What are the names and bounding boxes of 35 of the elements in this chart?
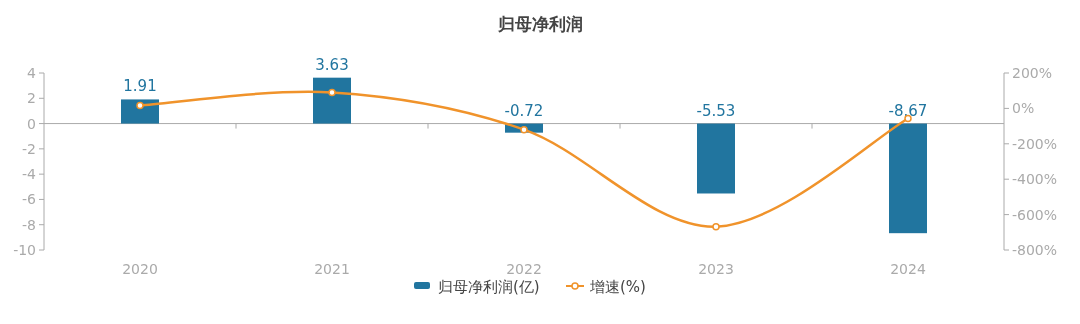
y-tick-label: -10 [13,242,36,258]
bar [697,123,735,194]
bar [313,77,351,124]
y-tick-label: 2 [27,90,36,107]
y2-tick-label: 0% [1012,100,1035,117]
y-tick-label: -8 [22,216,36,233]
x-tick-label: 2024 [890,261,926,277]
data-label: -5.53 [696,101,736,120]
data-label: 1.91 [123,77,157,96]
point [712,222,720,231]
data-label: -8.67 [888,101,928,120]
point [520,125,528,134]
y2-tick-label: -800% [1012,242,1058,258]
bar [889,123,927,234]
y2-tick-label: -200% [1012,135,1058,152]
x-tick-label: 2020 [122,261,158,277]
legend-label: 增速(%) [589,278,646,296]
y-tick-label: 4 [27,65,37,81]
y2-tick-label: -400% [1012,171,1058,188]
point [328,88,336,97]
y-tick-label: -6 [22,191,37,208]
data-label: 3.63 [315,55,349,74]
legend-label: 归母净利润(亿) [438,278,540,296]
x-tick-label: 2022 [506,261,542,277]
y2-tick-label: 200% [1012,65,1053,81]
x-tick-label: 2023 [698,261,734,277]
y-tick-label: -4 [22,166,37,183]
point [136,101,144,110]
y2-tick-label: -600% [1012,206,1058,223]
bar [121,99,159,124]
chart-title: 归母净利润 [496,14,583,34]
y-tick-label: -2 [22,140,36,157]
y-tick-label: 0 [27,115,36,132]
data-label: -0.72 [504,101,544,120]
x-tick-label: 2021 [314,261,350,277]
